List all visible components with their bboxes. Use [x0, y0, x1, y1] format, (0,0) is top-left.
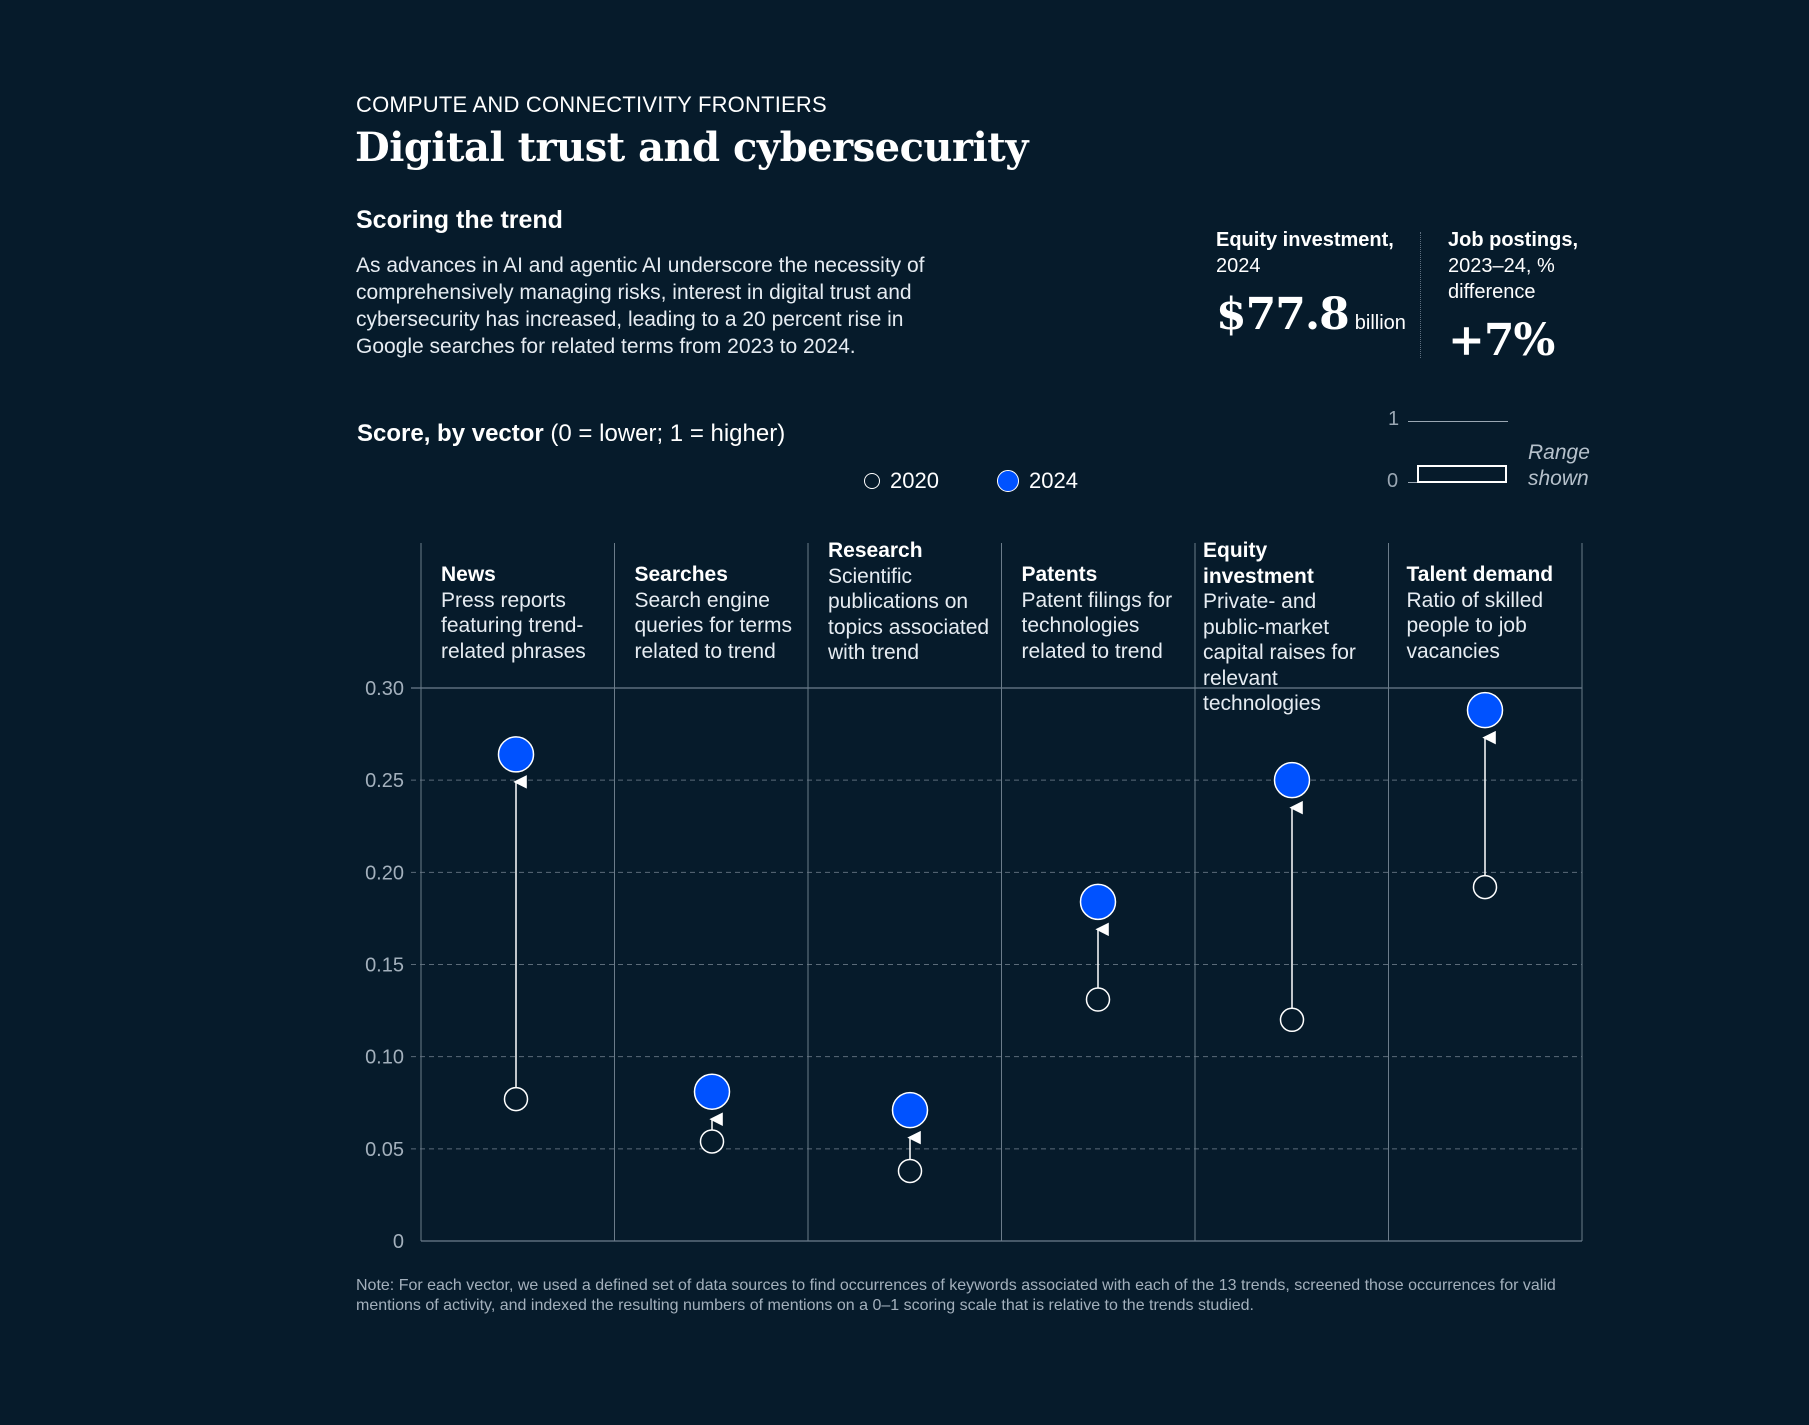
column-title: Research — [828, 539, 923, 562]
y-tick-label: 0.10 — [365, 1047, 404, 1069]
y-tick-label: 0.05 — [365, 1139, 404, 1161]
stat-value: $77.8 billion — [1216, 289, 1406, 340]
stat-equity-investment: Equity investment, 2024 $77.8 billion — [1216, 227, 1406, 340]
column-description: Private- and public-market capital raise… — [1203, 590, 1356, 715]
eyebrow: COMPUTE AND CONNECTIVITY FRONTIERS — [356, 92, 827, 117]
range-top-line — [1408, 421, 1508, 422]
legend-2020: 2020 — [864, 468, 939, 494]
stat-label-rest: 2024 — [1216, 255, 1261, 277]
column-header-searches: Searches Search engine queries for terms … — [635, 562, 805, 664]
y-tick-label: 0 — [393, 1231, 404, 1253]
column-title: Equity investment — [1203, 539, 1314, 588]
legend-label: 2024 — [1029, 468, 1078, 493]
range-label-line1: Range — [1528, 441, 1590, 464]
range-label: Range shown — [1528, 440, 1590, 492]
point-2020 — [897, 1158, 923, 1184]
y-tick-label: 0.30 — [365, 678, 404, 700]
column-description: Press reports featuring trend-related ph… — [441, 588, 586, 663]
range-bottom-tick — [1408, 482, 1418, 483]
point-2020 — [699, 1129, 725, 1154]
stat-value: +7% — [1448, 315, 1638, 366]
column-title: Searches — [634, 563, 728, 586]
subtitle-rest: (0 = lower; 1 = higher) — [543, 420, 786, 447]
column-header-talent-demand: Talent demand Ratio of skilled people to … — [1407, 562, 1577, 664]
open-circle-icon — [864, 473, 880, 489]
column-description: Ratio of skilled people to job vacancies — [1406, 588, 1544, 663]
column-description: Patent filings for technologies related … — [1021, 588, 1173, 663]
column-title: Patents — [1021, 563, 1098, 586]
column-header-news: News Press reports featuring trend-relate… — [441, 562, 611, 664]
page-title: Digital trust and cybersecurity — [355, 124, 1029, 171]
stat-label-bold: Equity investment, — [1216, 229, 1394, 251]
range-indicator: 1 0 Range shown — [1375, 400, 1635, 492]
description: As advances in AI and agentic AI undersc… — [356, 254, 925, 358]
column-description: Scientific publications on topics associ… — [828, 564, 990, 665]
subtitle-bold: Score, by vector — [357, 420, 544, 447]
range-shown-box — [1417, 465, 1507, 483]
legend-label: 2020 — [890, 468, 939, 493]
point-2024 — [1466, 691, 1504, 729]
point-2024 — [891, 1091, 929, 1129]
stat-number: $77.8 — [1216, 289, 1350, 340]
filled-circle-icon — [997, 470, 1019, 492]
y-tick-label: 0.20 — [365, 862, 404, 884]
point-2024 — [1273, 761, 1311, 799]
stat-job-postings: Job postings, 2023–24, % difference +7% — [1448, 227, 1638, 366]
column-header-patents: Patents Patent filings for technologies r… — [1022, 562, 1192, 664]
point-2020 — [503, 1086, 529, 1112]
range-label-line2: shown — [1528, 467, 1589, 490]
stat-label: Job postings, 2023–24, % difference — [1448, 227, 1638, 305]
point-2024 — [497, 736, 535, 773]
point-2020 — [1279, 1007, 1305, 1033]
y-tick-label: 0.15 — [365, 955, 404, 977]
stat-number: +7% — [1448, 315, 1555, 366]
column-header-research: Research Scientific publications on topic… — [828, 538, 998, 666]
range-bottom-label: 0 — [1387, 470, 1399, 492]
point-2020 — [1085, 987, 1111, 1012]
legend-2024: 2024 — [997, 468, 1078, 494]
range-top-label: 1 — [1388, 408, 1400, 430]
point-2024 — [693, 1073, 731, 1110]
section-title: Scoring the trend — [356, 206, 563, 234]
column-title: Talent demand — [1406, 563, 1554, 586]
stat-unit: billion — [1354, 312, 1406, 334]
chart-subtitle: Score, by vector (0 = lower; 1 = higher) — [357, 420, 785, 448]
column-header-equity-investment: Equity investment Private- and public-mar… — [1203, 538, 1373, 717]
point-2024 — [1079, 883, 1117, 921]
stat-label-bold: Job postings, — [1448, 229, 1578, 251]
y-tick-label: 0.25 — [365, 770, 404, 792]
point-2020 — [1472, 874, 1498, 900]
footnote: Note: For each vector, we used a defined… — [356, 1277, 1556, 1314]
column-description: Search engine queries for terms related … — [634, 588, 793, 663]
stat-label-rest: 2023–24, % difference — [1448, 255, 1555, 303]
stat-divider — [1420, 232, 1421, 358]
stat-label: Equity investment, 2024 — [1216, 227, 1406, 279]
column-title: News — [441, 563, 496, 586]
